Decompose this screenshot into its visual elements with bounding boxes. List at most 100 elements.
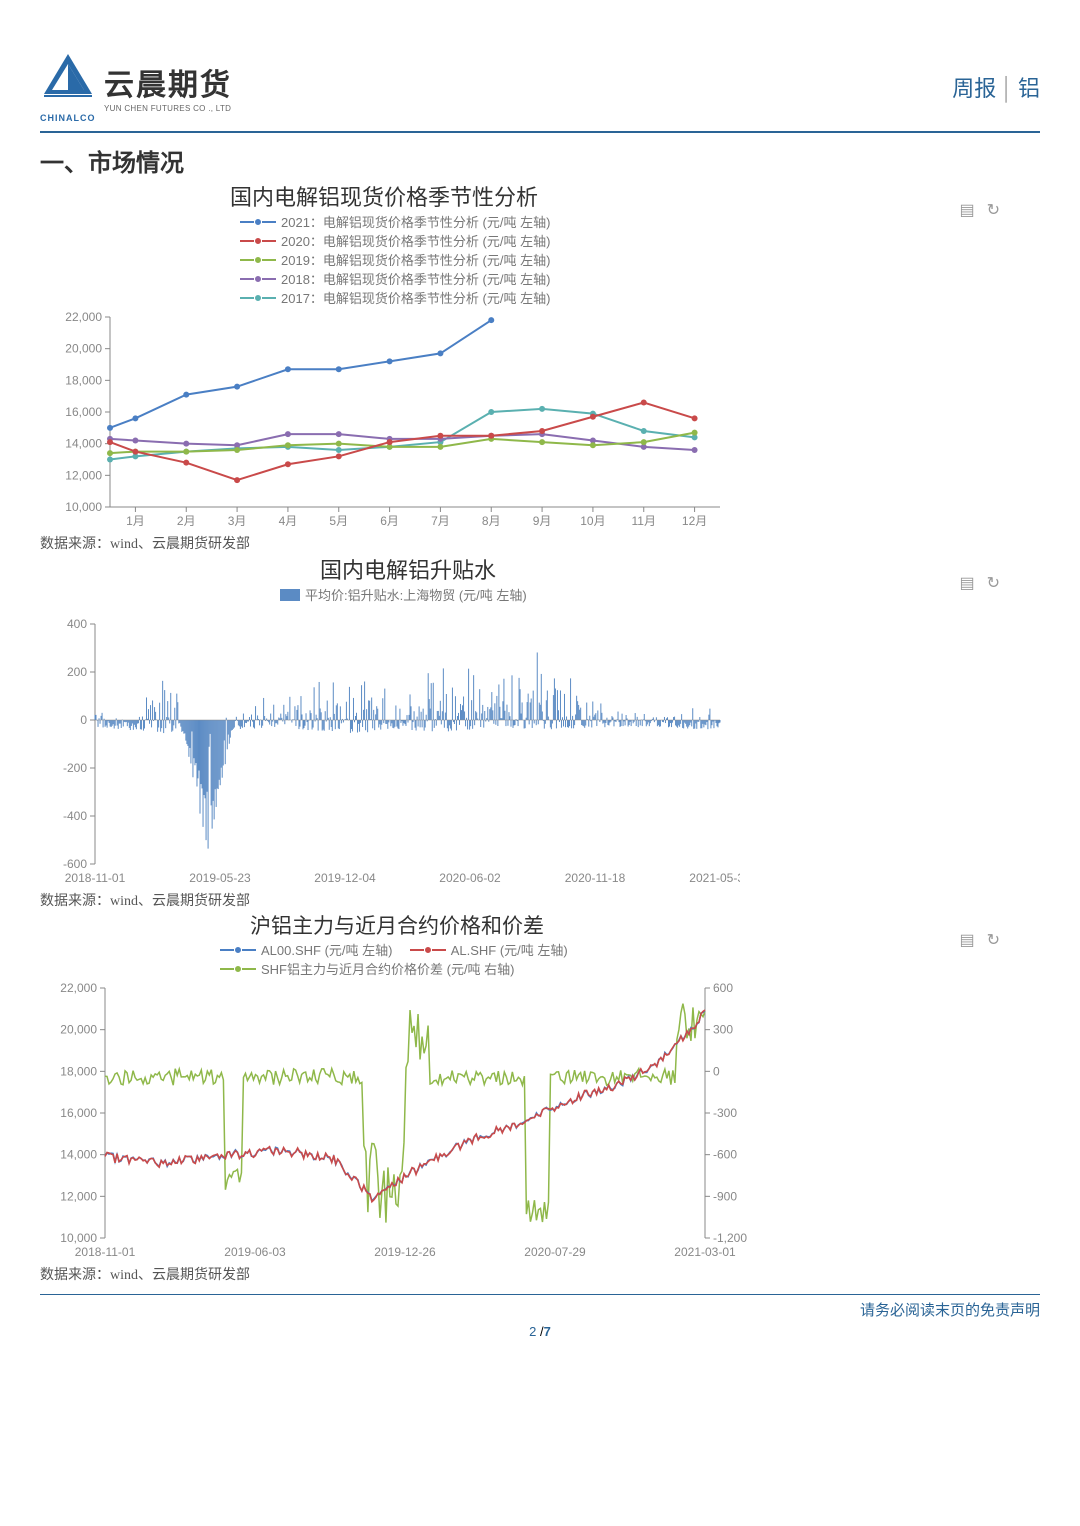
- svg-text:2018-11-01: 2018-11-01: [75, 1245, 136, 1259]
- svg-text:300: 300: [713, 1023, 733, 1037]
- page-number: 2 /7: [40, 1324, 1040, 1339]
- svg-text:4月: 4月: [279, 514, 298, 528]
- svg-text:600: 600: [713, 981, 733, 995]
- report-header-right: 周报 │ 铝: [952, 71, 1040, 103]
- chart2-legend: 平均价:铝升贴水:上海物贸 (元/吨 左轴): [280, 585, 1040, 604]
- doc-icon[interactable]: ▤: [959, 200, 974, 220]
- svg-text:10月: 10月: [580, 514, 605, 528]
- header-rule: [40, 131, 1040, 133]
- svg-text:2019-05-23: 2019-05-23: [189, 871, 251, 885]
- svg-text:-400: -400: [63, 809, 87, 823]
- legend-label: AL00.SHF (元/吨 左轴): [261, 940, 392, 959]
- legend-label: SHF铝主力与近月合约价格价差 (元/吨 右轴): [261, 959, 515, 978]
- legend-item: 2020：电解铝现货价格季节性分析 (元/吨 左轴): [240, 231, 1040, 250]
- svg-text:18,000: 18,000: [65, 373, 102, 387]
- logo-text: 云晨期货 YUN CHEN FUTURES CO ., LTD: [104, 60, 232, 113]
- svg-text:2021-03-01: 2021-03-01: [674, 1245, 736, 1259]
- chart3-plot: 22,00020,00018,00016,00014,00012,00010,0…: [40, 978, 760, 1268]
- page-header: CHINALCO 云晨期货 YUN CHEN FUTURES CO ., LTD…: [40, 50, 1040, 123]
- chart2-block: 国内电解铝升贴水 平均价:铝升贴水:上海物贸 (元/吨 左轴) ▤ ↻ 400 2…: [40, 553, 1040, 910]
- footer-note: 请务必阅读末页的免责声明: [40, 1299, 1040, 1320]
- chart3-toolbar: ▤ ↻: [959, 930, 1000, 950]
- svg-text:6月: 6月: [380, 514, 399, 528]
- svg-text:1月: 1月: [126, 514, 145, 528]
- chart1-title: 国内电解铝现货价格季节性分析: [230, 180, 1040, 212]
- chart2-legend-label: 平均价:铝升贴水:上海物贸 (元/吨 左轴): [305, 585, 527, 604]
- logo-block: CHINALCO 云晨期货 YUN CHEN FUTURES CO ., LTD: [40, 50, 232, 123]
- svg-text:5月: 5月: [329, 514, 348, 528]
- legend-bar-icon: [280, 589, 300, 601]
- legend-label: 2021：电解铝现货价格季节性分析 (元/吨 左轴): [281, 212, 550, 231]
- divider-icon: │: [1000, 76, 1014, 102]
- chart3-source: 数据来源：wind、云晨期货研发部: [40, 1264, 1040, 1284]
- chart2-title: 国内电解铝升贴水: [320, 553, 1040, 585]
- chart3-legend: AL00.SHF (元/吨 左轴) AL.SHF (元/吨 左轴) SHF铝主力…: [220, 940, 1040, 978]
- refresh-icon[interactable]: ↻: [987, 930, 1000, 950]
- svg-text:2020-07-29: 2020-07-29: [524, 1245, 586, 1259]
- svg-text:14,000: 14,000: [65, 437, 102, 451]
- svg-text:12,000: 12,000: [65, 468, 102, 482]
- svg-text:-300: -300: [713, 1106, 737, 1120]
- refresh-icon[interactable]: ↻: [987, 573, 1000, 593]
- chart3-block: 沪铝主力与近月合约价格和价差 AL00.SHF (元/吨 左轴) AL.SHF …: [40, 910, 1040, 1284]
- svg-text:8月: 8月: [482, 514, 501, 528]
- chart1-plot: 22,00020,00018,00016,00014,00012,00010,0…: [40, 307, 740, 537]
- svg-text:20,000: 20,000: [65, 342, 102, 356]
- svg-text:14,000: 14,000: [60, 1148, 97, 1162]
- svg-text:0: 0: [80, 713, 87, 727]
- svg-text:-600: -600: [63, 857, 87, 871]
- legend-label: AL.SHF (元/吨 左轴): [451, 940, 568, 959]
- legend-item: 2019：电解铝现货价格季节性分析 (元/吨 左轴): [240, 250, 1040, 269]
- svg-text:2019-12-26: 2019-12-26: [374, 1245, 436, 1259]
- svg-text:22,000: 22,000: [65, 310, 102, 324]
- svg-text:2020-11-18: 2020-11-18: [565, 871, 626, 885]
- svg-text:12,000: 12,000: [60, 1189, 97, 1203]
- legend-item: 2021：电解铝现货价格季节性分析 (元/吨 左轴): [240, 212, 1040, 231]
- svg-text:10,000: 10,000: [65, 500, 102, 514]
- svg-text:400: 400: [67, 617, 87, 631]
- section-title: 一、市场情况: [40, 143, 1040, 178]
- svg-text:0: 0: [713, 1064, 720, 1078]
- svg-text:2018-11-01: 2018-11-01: [65, 871, 126, 885]
- refresh-icon[interactable]: ↻: [987, 200, 1000, 220]
- svg-text:11月: 11月: [632, 514, 656, 528]
- legend-label: 2020：电解铝现货价格季节性分析 (元/吨 左轴): [281, 231, 550, 250]
- svg-text:2019-12-04: 2019-12-04: [314, 871, 376, 885]
- chart3-title: 沪铝主力与近月合约价格和价差: [250, 910, 1040, 940]
- legend-row: SHF铝主力与近月合约价格价差 (元/吨 右轴): [220, 959, 1040, 978]
- svg-text:-1,200: -1,200: [713, 1231, 747, 1245]
- chart1-block: 国内电解铝现货价格季节性分析 2021：电解铝现货价格季节性分析 (元/吨 左轴…: [40, 180, 1040, 553]
- chart1-source: 数据来源：wind、云晨期货研发部: [40, 533, 1040, 553]
- chinalco-label: CHINALCO: [40, 113, 96, 123]
- chart2-plot: 400 200 0 -200 -400 -6002018-11-01 2019-05-23 2…: [40, 604, 740, 894]
- logo-sub-text: YUN CHEN FUTURES CO ., LTD: [104, 104, 232, 113]
- svg-text:2月: 2月: [177, 514, 196, 528]
- legend-row: AL00.SHF (元/吨 左轴) AL.SHF (元/吨 左轴): [220, 940, 1040, 959]
- svg-text:2019-06-03: 2019-06-03: [224, 1245, 286, 1259]
- svg-text:7月: 7月: [431, 514, 450, 528]
- svg-text:9月: 9月: [533, 514, 552, 528]
- svg-text:200: 200: [67, 665, 87, 679]
- svg-text:22,000: 22,000: [60, 981, 97, 995]
- page-total: 7: [544, 1324, 551, 1339]
- svg-text:12月: 12月: [682, 514, 707, 528]
- doc-icon[interactable]: ▤: [959, 930, 974, 950]
- svg-text:-600: -600: [713, 1148, 737, 1162]
- svg-text:3月: 3月: [228, 514, 247, 528]
- svg-text:16,000: 16,000: [60, 1106, 97, 1120]
- report-subject: 铝: [1018, 71, 1040, 103]
- svg-text:-900: -900: [713, 1189, 737, 1203]
- legend-label: 2017：电解铝现货价格季节性分析 (元/吨 左轴): [281, 288, 550, 307]
- logo-main-text: 云晨期货: [104, 60, 232, 104]
- legend-label: 2019：电解铝现货价格季节性分析 (元/吨 左轴): [281, 250, 550, 269]
- page-sep: /: [536, 1324, 543, 1339]
- chart1-toolbar: ▤ ↻: [959, 200, 1000, 220]
- svg-text:-200: -200: [63, 761, 87, 775]
- chart1-legend: 2021：电解铝现货价格季节性分析 (元/吨 左轴)2020：电解铝现货价格季节…: [240, 212, 1040, 307]
- doc-icon[interactable]: ▤: [959, 573, 974, 593]
- chart2-source: 数据来源：wind、云晨期货研发部: [40, 890, 1040, 910]
- svg-text:20,000: 20,000: [60, 1023, 97, 1037]
- logo-triangle-icon: CHINALCO: [40, 50, 96, 123]
- legend-item: 2017：电解铝现货价格季节性分析 (元/吨 左轴): [240, 288, 1040, 307]
- legend-label: 2018：电解铝现货价格季节性分析 (元/吨 左轴): [281, 269, 550, 288]
